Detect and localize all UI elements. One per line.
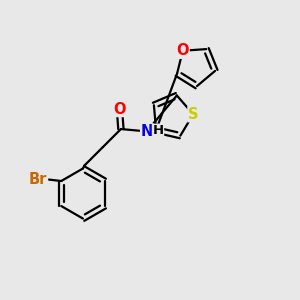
Text: O: O bbox=[176, 43, 189, 58]
Text: H: H bbox=[152, 124, 164, 137]
Text: Br: Br bbox=[29, 172, 47, 187]
Text: N: N bbox=[141, 124, 153, 139]
Text: S: S bbox=[188, 107, 199, 122]
Text: O: O bbox=[113, 101, 126, 116]
